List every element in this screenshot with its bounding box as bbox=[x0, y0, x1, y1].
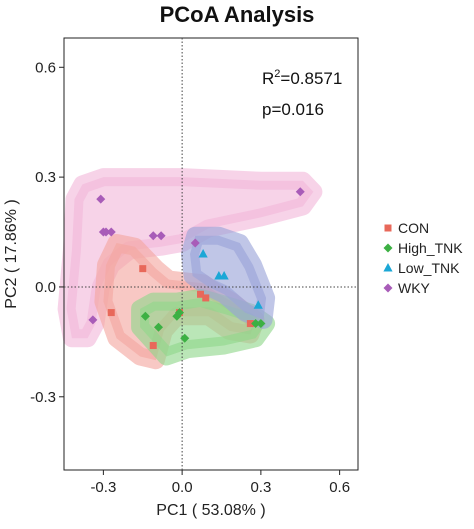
chart-title: PCoA Analysis bbox=[159, 2, 315, 27]
point-low-tnk bbox=[198, 249, 208, 258]
y-tick-label: 0.0 bbox=[35, 279, 56, 296]
hull-layer bbox=[57, 168, 323, 370]
x-tick-label: 0.3 bbox=[250, 479, 271, 496]
x-tick-label: 0.0 bbox=[172, 479, 193, 496]
points-layer bbox=[88, 187, 305, 350]
y-tick-label: 0.3 bbox=[35, 169, 56, 186]
point-high-tnk bbox=[256, 319, 266, 329]
r-squared-annotation: R2=0.8571 bbox=[262, 68, 342, 88]
legend-label-con: CON bbox=[398, 220, 429, 236]
legend-label-wky: WKY bbox=[398, 280, 431, 296]
x-tick-label: 0.6 bbox=[329, 479, 350, 496]
y-tick-label: 0.6 bbox=[35, 59, 56, 76]
point-con bbox=[202, 294, 210, 302]
legend-label-low-tnk: Low_TNK bbox=[398, 260, 460, 276]
point-con bbox=[149, 342, 157, 350]
legend-marker-con bbox=[384, 224, 392, 232]
y-axis-label: PC2 ( 17.86% ) bbox=[3, 199, 20, 308]
point-wky bbox=[88, 315, 98, 325]
legend: CON High_TNK Low_TNK WKY bbox=[383, 220, 463, 296]
annotation-layer: R2=0.8571 p=0.016 bbox=[262, 68, 342, 119]
hull-wky bbox=[57, 168, 323, 348]
point-wky bbox=[106, 227, 116, 237]
point-high-tnk bbox=[251, 319, 261, 329]
hull-low-tnk bbox=[181, 226, 276, 329]
x-axis-label: PC1 ( 53.08% ) bbox=[156, 502, 265, 519]
legend-marker-high-tnk bbox=[383, 243, 393, 253]
point-low-tnk bbox=[253, 300, 263, 309]
point-high-tnk bbox=[140, 311, 150, 321]
point-high-tnk bbox=[175, 308, 184, 318]
legend-marker-wky bbox=[383, 283, 393, 293]
point-low-tnk bbox=[219, 270, 229, 280]
x-tick-label: -0.3 bbox=[90, 479, 116, 496]
point-con bbox=[197, 290, 204, 298]
legend-marker-low-tnk bbox=[383, 263, 393, 272]
legend-label-high-tnk: High_TNK bbox=[398, 240, 463, 256]
point-wky bbox=[98, 227, 108, 237]
point-wky bbox=[295, 187, 305, 197]
point-high-tnk bbox=[180, 333, 190, 343]
point-wky bbox=[148, 231, 158, 241]
y-tick-label: -0.3 bbox=[30, 389, 56, 406]
axes-layer: -0.3 0.0 0.3 0.6 -0.3 0.0 0.3 0.6 PC1 ( 53.08% )… bbox=[3, 37, 359, 519]
point-wky bbox=[96, 194, 106, 204]
point-con bbox=[139, 265, 147, 273]
point-wky bbox=[156, 231, 166, 241]
point-con bbox=[246, 320, 254, 328]
plot-frame bbox=[63, 37, 359, 471]
point-wky bbox=[190, 238, 200, 248]
point-high-tnk bbox=[154, 322, 163, 332]
point-con bbox=[107, 309, 115, 317]
p-value-annotation: p=0.016 bbox=[262, 100, 324, 119]
